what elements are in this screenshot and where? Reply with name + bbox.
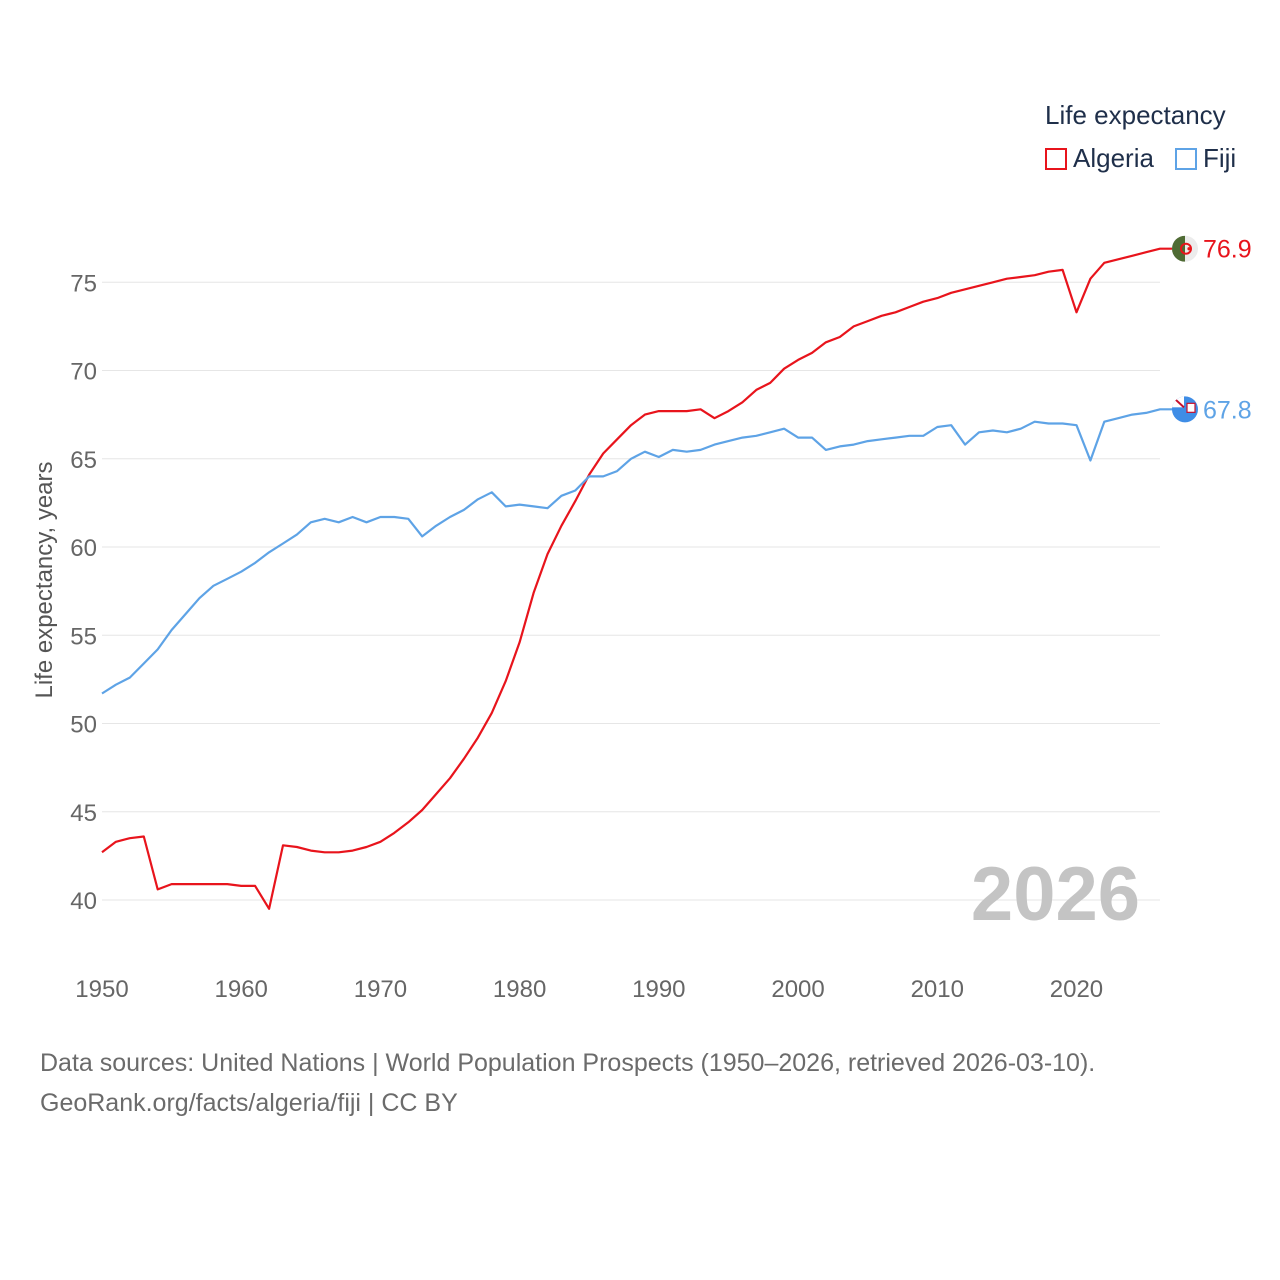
y-tick-label: 45 — [70, 800, 97, 827]
end-markers: 76.9 67.8 — [1172, 235, 1252, 424]
attribution-text[interactable]: GeoRank.org/facts/algeria/fiji | CC BY — [40, 1089, 458, 1117]
y-axis-label: Life expectancy, years — [31, 461, 58, 698]
end-value-label-algeria: 76.9 — [1203, 236, 1252, 264]
x-tick-label: 1950 — [75, 976, 128, 1003]
footer: Data sources: United Nations | World Pop… — [40, 1043, 1095, 1123]
x-tick-label: 2000 — [771, 976, 824, 1003]
x-tick-label: 2010 — [911, 976, 964, 1003]
y-axis-ticks: 40 45 50 55 60 65 70 75 — [70, 270, 97, 915]
legend-label-fiji: Fiji — [1203, 143, 1237, 173]
fiji-flag-icon — [1172, 396, 1198, 423]
series-lines — [101, 247, 1174, 910]
y-tick-label: 40 — [70, 888, 97, 915]
source-text: Data sources: United Nations | World Pop… — [40, 1049, 1096, 1077]
y-tick-label: 65 — [70, 447, 97, 474]
x-tick-label: 2020 — [1050, 976, 1103, 1003]
y-tick-label: 50 — [70, 712, 97, 739]
y-tick-label: 60 — [70, 535, 97, 562]
legend-swatch-algeria — [1045, 147, 1067, 170]
year-stamp: 2026 — [971, 852, 1140, 937]
end-value-label-fiji: 67.8 — [1203, 396, 1252, 424]
y-tick-label: 70 — [70, 359, 97, 386]
legend-swatch-fiji — [1175, 147, 1197, 170]
y-tick-label: 75 — [70, 270, 97, 297]
legend-label-algeria: Algeria — [1073, 143, 1154, 173]
legend-title: Life expectancy — [1045, 100, 1226, 130]
algeria-flag-icon — [1172, 235, 1198, 262]
x-tick-label: 1990 — [632, 976, 685, 1003]
x-tick-label: 1980 — [493, 976, 546, 1003]
x-tick-label: 1970 — [354, 976, 407, 1003]
y-tick-label: 55 — [70, 623, 97, 650]
legend-item-algeria[interactable]: Algeria — [1045, 143, 1154, 174]
x-axis-ticks: 1950 1960 1970 1980 1990 2000 2010 2020 — [75, 976, 1103, 1003]
grid-lines — [102, 281, 1160, 901]
legend-item-fiji[interactable]: Fiji — [1175, 143, 1236, 174]
series-line-fiji[interactable] — [101, 408, 1174, 695]
x-tick-label: 1960 — [215, 976, 268, 1003]
series-line-algeria[interactable] — [101, 247, 1174, 910]
